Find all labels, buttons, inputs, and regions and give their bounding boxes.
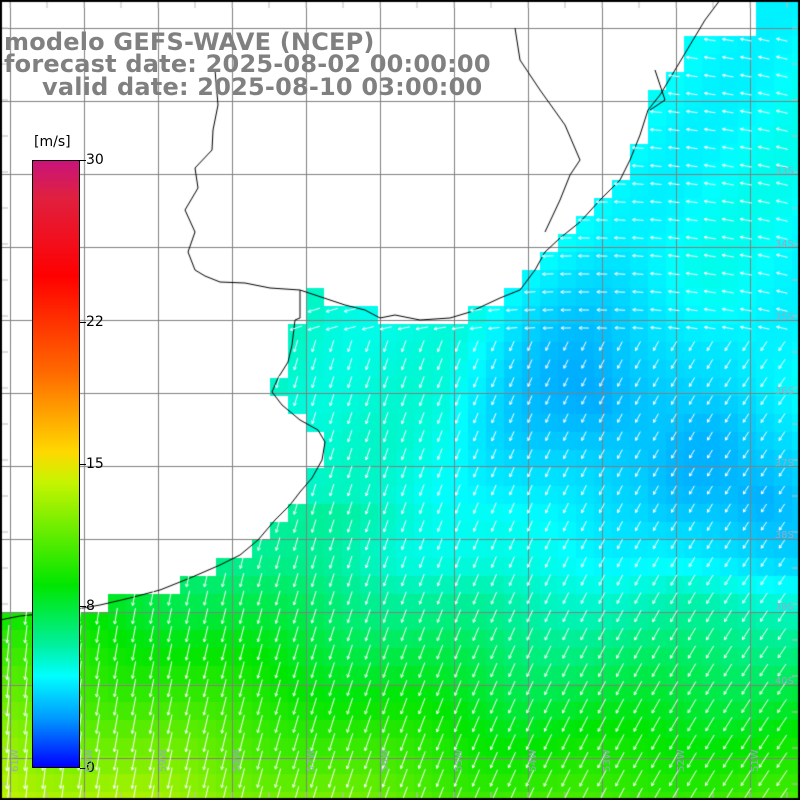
latitude-label: 36S	[774, 386, 794, 397]
latitude-label: 37S	[774, 458, 794, 469]
latitude-label: 35S	[774, 312, 794, 323]
longitude-label: 53W	[602, 749, 613, 772]
colorbar-tick-mark	[80, 464, 86, 465]
colorbar-tick-mark	[80, 322, 86, 324]
latitude-label: 34S	[774, 239, 794, 250]
latitude-label: 40S	[774, 676, 794, 687]
longitude-label: 52W	[676, 749, 687, 772]
longitude-label: 58W	[232, 749, 243, 772]
longitude-label: 61W	[10, 749, 21, 772]
longitude-label: 56W	[380, 749, 391, 772]
longitude-label: 59W	[158, 749, 169, 772]
latitude-label: 38S	[774, 530, 794, 541]
longitude-label: 51W	[750, 749, 761, 772]
longitude-label: 55W	[454, 749, 465, 772]
valid-date: valid date: 2025-08-10 03:00:00	[42, 73, 483, 101]
colorbar-tick-label: 15	[86, 456, 104, 472]
model-title: modelo GEFS-WAVE (NCEP)	[4, 28, 375, 56]
longitude-label: 57W	[306, 749, 317, 772]
longitude-label: 60W	[84, 749, 95, 772]
colorbar-tick-label: 22	[86, 314, 104, 331]
longitude-label: 54W	[528, 749, 539, 772]
colorbar-tick-mark	[80, 160, 86, 161]
colorbar-tick-label: 8	[86, 597, 95, 614]
colorbar-tick-label: 0	[86, 760, 95, 776]
latitude-label: 39S	[774, 602, 794, 613]
latitude-label: 33S	[774, 166, 794, 177]
colorbar-tick-label: 30	[86, 152, 104, 168]
forecast-date: forecast date: 2025-08-02 00:00:00	[4, 50, 491, 78]
colorbar-tick-mark	[80, 768, 86, 769]
colorbar-gradient	[32, 160, 80, 768]
colorbar-tick-mark	[80, 605, 86, 607]
colorbar-unit: [m/s]	[34, 134, 71, 150]
